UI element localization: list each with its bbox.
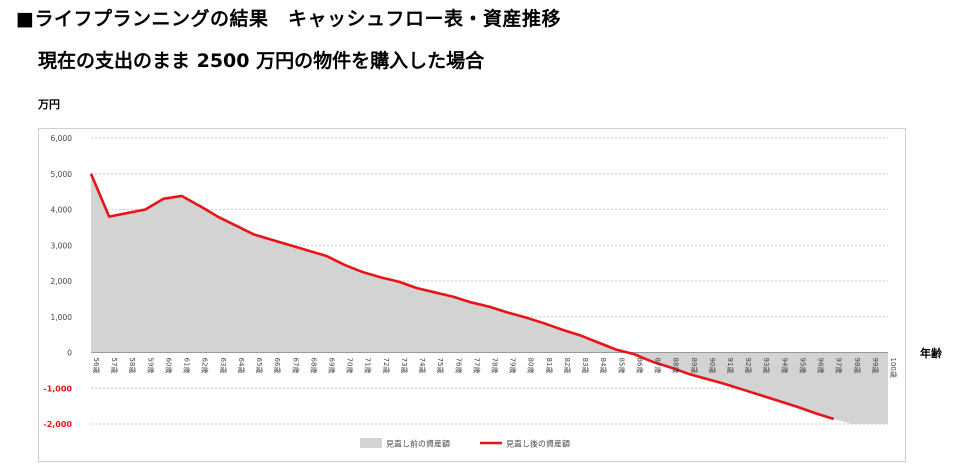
x-tick-label: 87歳 [654, 358, 663, 374]
x-tick-label: 77歳 [472, 358, 481, 374]
y-tick-label: 3,000 [51, 241, 73, 250]
x-tick-label: 58歳 [128, 358, 137, 374]
x-tick-label: 64歳 [237, 358, 246, 374]
x-tick-label: 86歳 [635, 358, 644, 374]
y-tick-label: 4,000 [51, 206, 73, 215]
x-tick-label: 74歳 [418, 358, 427, 374]
y-tick-label: 2,000 [51, 277, 73, 286]
x-tick-label: 59歳 [146, 358, 155, 374]
x-tick-label: 75歳 [436, 358, 445, 374]
x-tick-label: 56歳 [92, 358, 101, 374]
x-tick-label: 66歳 [273, 358, 282, 374]
y-tick-label: -2,000 [43, 420, 72, 429]
x-tick-label: 100歳 [889, 358, 898, 378]
x-tick-label: 92歳 [744, 358, 753, 374]
x-tick-label: 95歳 [798, 358, 807, 374]
x-tick-label: 76歳 [454, 358, 463, 374]
x-tick-label: 90歳 [708, 358, 717, 374]
x-tick-label: 72歳 [382, 358, 391, 374]
x-tick-label: 69歳 [327, 358, 336, 374]
chart-frame [38, 128, 906, 462]
y-tick-label: 0 [67, 349, 72, 358]
x-tick-label: 99歳 [871, 358, 880, 374]
line-series-after [89, 173, 835, 421]
y-axis-unit-label: 万円 [38, 98, 60, 111]
x-tick-label: 83歳 [581, 358, 590, 374]
page-title: ■ライフプランニングの結果 キャッシュフロー表・資産推移 [16, 8, 561, 30]
x-tick-label: 81歳 [545, 358, 554, 374]
area-series-before [91, 173, 888, 424]
y-tick-label: -1,000 [43, 384, 72, 393]
x-tick-label: 80歳 [527, 358, 536, 374]
legend-label-before: 見直し前の資産額 [386, 439, 450, 449]
x-tick-label: 91歳 [726, 358, 735, 374]
x-tick-label: 94歳 [780, 358, 789, 374]
x-tick-label: 96歳 [817, 358, 826, 374]
x-tick-label: 60歳 [164, 358, 173, 374]
x-tick-label: 62歳 [201, 358, 210, 374]
x-tick-label: 63歳 [219, 358, 228, 374]
x-tick-label: 79歳 [509, 358, 518, 374]
page-subtitle: 現在の支出のまま 2500 万円の物件を購入した場合 [38, 50, 485, 72]
legend-label-after: 見直し後の資産額 [506, 439, 570, 449]
y-tick-label: 1,000 [51, 313, 73, 322]
x-tick-label: 78歳 [491, 358, 500, 374]
x-tick-label: 70歳 [346, 358, 355, 374]
x-axis-unit-label: 年齢 [920, 347, 942, 360]
x-tick-label: 88歳 [672, 358, 681, 374]
x-tick-label: 85歳 [617, 358, 626, 374]
x-tick-label: 89歳 [690, 358, 699, 374]
x-tick-label: 98歳 [853, 358, 862, 374]
legend-swatch-before [360, 438, 382, 448]
x-tick-label: 71歳 [364, 358, 373, 374]
x-tick-label: 68歳 [309, 358, 318, 374]
x-tick-label: 93歳 [762, 358, 771, 374]
x-tick-label: 84歳 [599, 358, 608, 374]
x-tick-label: 73歳 [400, 358, 409, 374]
y-tick-label: 6,000 [51, 134, 73, 143]
y-tick-label: 5,000 [51, 170, 73, 179]
x-tick-label: 57歳 [110, 358, 119, 374]
x-tick-label: 61歳 [183, 358, 192, 374]
x-tick-label: 67歳 [291, 358, 300, 374]
x-tick-label: 97歳 [835, 358, 844, 374]
x-tick-label: 82歳 [563, 358, 572, 374]
x-tick-label: 65歳 [255, 358, 264, 374]
